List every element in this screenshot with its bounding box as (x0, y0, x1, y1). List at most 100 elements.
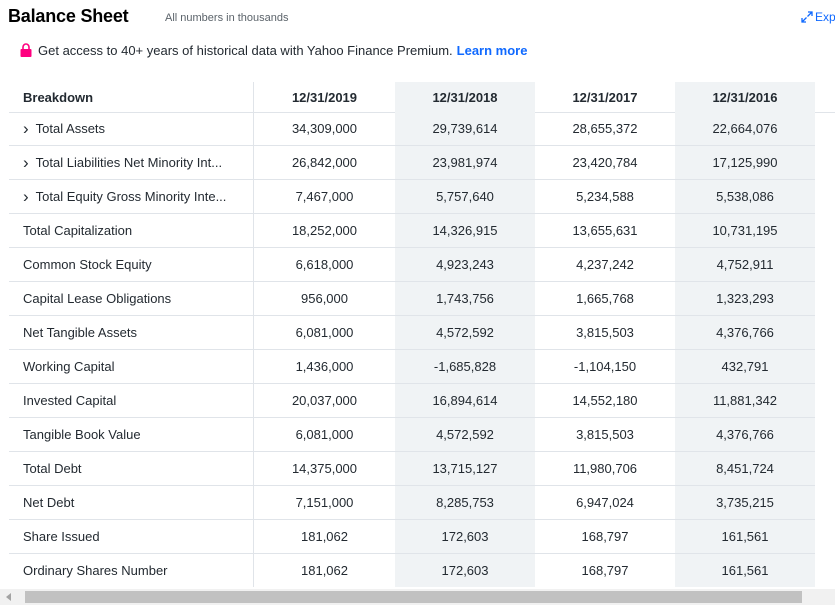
row-label: Common Stock Equity (9, 248, 254, 282)
row-label[interactable]: › Total Equity Gross Minority Inte... (9, 180, 254, 214)
table-row: Capital Lease Obligations 956,000 1,743,75… (9, 282, 835, 316)
table-cell: 3,815,503 (535, 316, 675, 350)
row-label: Working Capital (9, 350, 254, 384)
table-cell: 5,234,588 (535, 180, 675, 214)
table-cell: 1,743,756 (395, 282, 535, 316)
table-cell: 181,062 (254, 520, 395, 554)
row-label-text: Total Assets (35, 121, 106, 136)
page-title: Balance Sheet (8, 6, 129, 26)
row-label: Total Debt (9, 452, 254, 486)
table-cell: 14,326,915 (395, 214, 535, 248)
scrollbar-thumb[interactable] (25, 591, 802, 603)
row-label-text: Invested Capital (23, 393, 117, 408)
expand-label: Exp (815, 10, 835, 24)
row-label-text: Net Tangible Assets (23, 325, 137, 340)
premium-text: Get access to 40+ years of historical da… (38, 43, 453, 58)
table-cell: 34,309,000 (254, 112, 395, 146)
row-label: Net Debt (9, 486, 254, 520)
table-row: Net Debt 7,151,000 8,285,753 6,947,024 3,735… (9, 486, 835, 520)
column-header-date: 12/31/2017 (572, 89, 638, 105)
table-cell: 4,752,911 (675, 248, 815, 282)
row-label-text: Total Equity Gross Minority Inte... (35, 189, 227, 204)
column-header-date: 12/31/2018 (395, 82, 535, 112)
balance-sheet-table: Breakdown 12/31/2019 12/31/2018 12/31/20… (9, 82, 835, 587)
chevron-right-icon[interactable]: › (23, 118, 29, 138)
table-row: Ordinary Shares Number 181,062 172,603 168,… (9, 554, 835, 587)
chevron-right-icon[interactable]: › (23, 186, 29, 206)
row-label[interactable]: › Total Liabilities Net Minority Int... (9, 146, 254, 180)
table-cell: 14,552,180 (535, 384, 675, 418)
table-cell: 8,451,724 (675, 452, 815, 486)
table-cell: -1,685,828 (395, 350, 535, 384)
table-header-row: Breakdown 12/31/2019 12/31/2018 12/31/20… (9, 82, 835, 113)
table-cell: -1,104,150 (535, 350, 675, 384)
table-cell: 5,757,640 (395, 180, 535, 214)
table-cell: 4,237,242 (535, 248, 675, 282)
table-cell: 8,285,753 (395, 486, 535, 520)
row-label-text: Net Debt (23, 495, 75, 510)
expand-icon (801, 11, 813, 23)
table-cell: 17,125,990 (675, 146, 815, 180)
table-cell: 29,739,614 (395, 112, 535, 146)
column-header-breakdown: Breakdown (9, 82, 254, 112)
row-label-text: Common Stock Equity (23, 257, 152, 272)
row-label-text: Total Debt (23, 461, 82, 476)
column-header-date: 12/31/2019 (291, 89, 358, 105)
row-label-text: Tangible Book Value (23, 427, 141, 442)
table-cell: 168,797 (535, 520, 675, 554)
table-cell: 172,603 (395, 554, 535, 587)
table-cell: 6,081,000 (254, 316, 395, 350)
table-cell: 10,731,195 (675, 214, 815, 248)
table-cell: 168,797 (535, 554, 675, 587)
table-cell: 13,655,631 (535, 214, 675, 248)
table-cell: 4,572,592 (395, 316, 535, 350)
row-label: Ordinary Shares Number (9, 554, 254, 587)
table-cell: 23,981,974 (395, 146, 535, 180)
table-cell: 1,436,000 (254, 350, 395, 384)
row-label-text: Capital Lease Obligations (23, 291, 172, 306)
table-row[interactable]: › Total Equity Gross Minority Inte... 7,46… (9, 180, 835, 214)
table-cell: 11,980,706 (535, 452, 675, 486)
learn-more-link[interactable]: Learn more (456, 43, 528, 58)
table-cell: 1,665,768 (535, 282, 675, 316)
table-cell: 4,376,766 (675, 418, 815, 452)
table-cell: 6,081,000 (254, 418, 395, 452)
table-cell: 1,323,293 (675, 282, 815, 316)
header: Balance Sheet All numbers in thousands E… (0, 0, 835, 36)
lock-icon (20, 43, 32, 60)
table-cell: 956,000 (254, 282, 395, 316)
table-cell: 7,151,000 (254, 486, 395, 520)
row-label: Capital Lease Obligations (9, 282, 254, 316)
table-cell: 7,467,000 (254, 180, 395, 214)
table-cell: 172,603 (395, 520, 535, 554)
table-cell: 23,420,784 (535, 146, 675, 180)
table-cell: 4,923,243 (395, 248, 535, 282)
table-cell: 5,538,086 (675, 180, 815, 214)
chevron-right-icon[interactable]: › (23, 152, 29, 172)
row-label: Tangible Book Value (9, 418, 254, 452)
table-cell: 4,376,766 (675, 316, 815, 350)
row-label: Share Issued (9, 520, 254, 554)
horizontal-scrollbar[interactable] (0, 589, 835, 605)
table-row: Tangible Book Value 6,081,000 4,572,592 3,8… (9, 418, 835, 452)
table-row: Net Tangible Assets 6,081,000 4,572,592 3,8… (9, 316, 835, 350)
table-cell: 432,791 (675, 350, 815, 384)
premium-banner: Get access to 40+ years of historical da… (20, 43, 527, 60)
table-cell: 181,062 (254, 554, 395, 587)
row-label: Net Tangible Assets (9, 316, 254, 350)
row-label-text: Total Capitalization (23, 223, 133, 238)
table-cell: 3,735,215 (675, 486, 815, 520)
table-row[interactable]: › Total Liabilities Net Minority Int... 26… (9, 146, 835, 180)
row-label: Invested Capital (9, 384, 254, 418)
scroll-left-arrow-icon[interactable] (6, 593, 11, 601)
expand-button[interactable]: Exp (801, 10, 835, 24)
table-row: Working Capital 1,436,000 -1,685,828 -1,104… (9, 350, 835, 384)
table-cell: 161,561 (675, 554, 815, 587)
table-cell: 6,618,000 (254, 248, 395, 282)
row-label[interactable]: › Total Assets (9, 112, 254, 146)
table-cell: 11,881,342 (675, 384, 815, 418)
numbers-unit-note: All numbers in thousands (165, 12, 289, 24)
table-row[interactable]: › Total Assets 34,309,000 29,739,614 28,655,… (9, 112, 835, 146)
table-cell: 3,815,503 (535, 418, 675, 452)
table-cell: 26,842,000 (254, 146, 395, 180)
